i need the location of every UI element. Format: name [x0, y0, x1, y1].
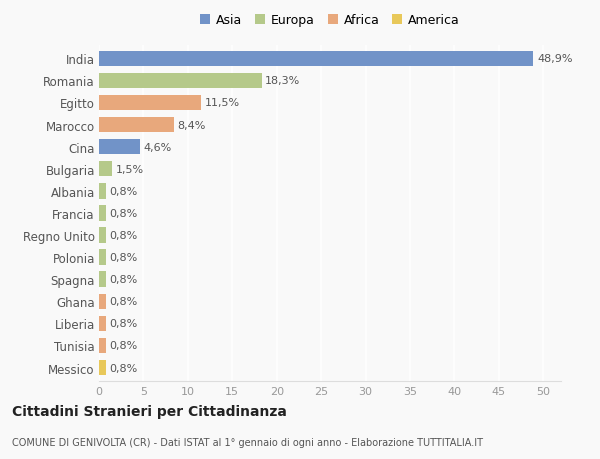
Bar	[99, 360, 106, 375]
Bar	[99, 184, 106, 199]
Text: 0,8%: 0,8%	[110, 230, 138, 241]
Bar	[99, 206, 106, 221]
Text: 0,8%: 0,8%	[110, 363, 138, 373]
Text: 48,9%: 48,9%	[537, 54, 572, 64]
Text: 11,5%: 11,5%	[205, 98, 240, 108]
Bar	[99, 140, 140, 155]
Text: COMUNE DI GENIVOLTA (CR) - Dati ISTAT al 1° gennaio di ogni anno - Elaborazione : COMUNE DI GENIVOLTA (CR) - Dati ISTAT al…	[12, 437, 483, 447]
Bar	[99, 316, 106, 331]
Bar	[99, 272, 106, 287]
Text: 0,8%: 0,8%	[110, 319, 138, 329]
Text: 0,8%: 0,8%	[110, 341, 138, 351]
Text: 8,4%: 8,4%	[177, 120, 206, 130]
Bar	[99, 73, 262, 89]
Bar	[99, 95, 201, 111]
Text: 0,8%: 0,8%	[110, 208, 138, 218]
Bar	[99, 162, 112, 177]
Bar	[99, 51, 533, 67]
Text: Cittadini Stranieri per Cittadinanza: Cittadini Stranieri per Cittadinanza	[12, 404, 287, 419]
Bar	[99, 294, 106, 309]
Text: 18,3%: 18,3%	[265, 76, 301, 86]
Bar	[99, 250, 106, 265]
Bar	[99, 228, 106, 243]
Text: 0,8%: 0,8%	[110, 186, 138, 196]
Text: 0,8%: 0,8%	[110, 252, 138, 263]
Legend: Asia, Europa, Africa, America: Asia, Europa, Africa, America	[197, 12, 463, 30]
Text: 1,5%: 1,5%	[116, 164, 144, 174]
Bar	[99, 338, 106, 353]
Text: 4,6%: 4,6%	[143, 142, 172, 152]
Bar	[99, 118, 173, 133]
Text: 0,8%: 0,8%	[110, 274, 138, 285]
Text: 0,8%: 0,8%	[110, 297, 138, 307]
